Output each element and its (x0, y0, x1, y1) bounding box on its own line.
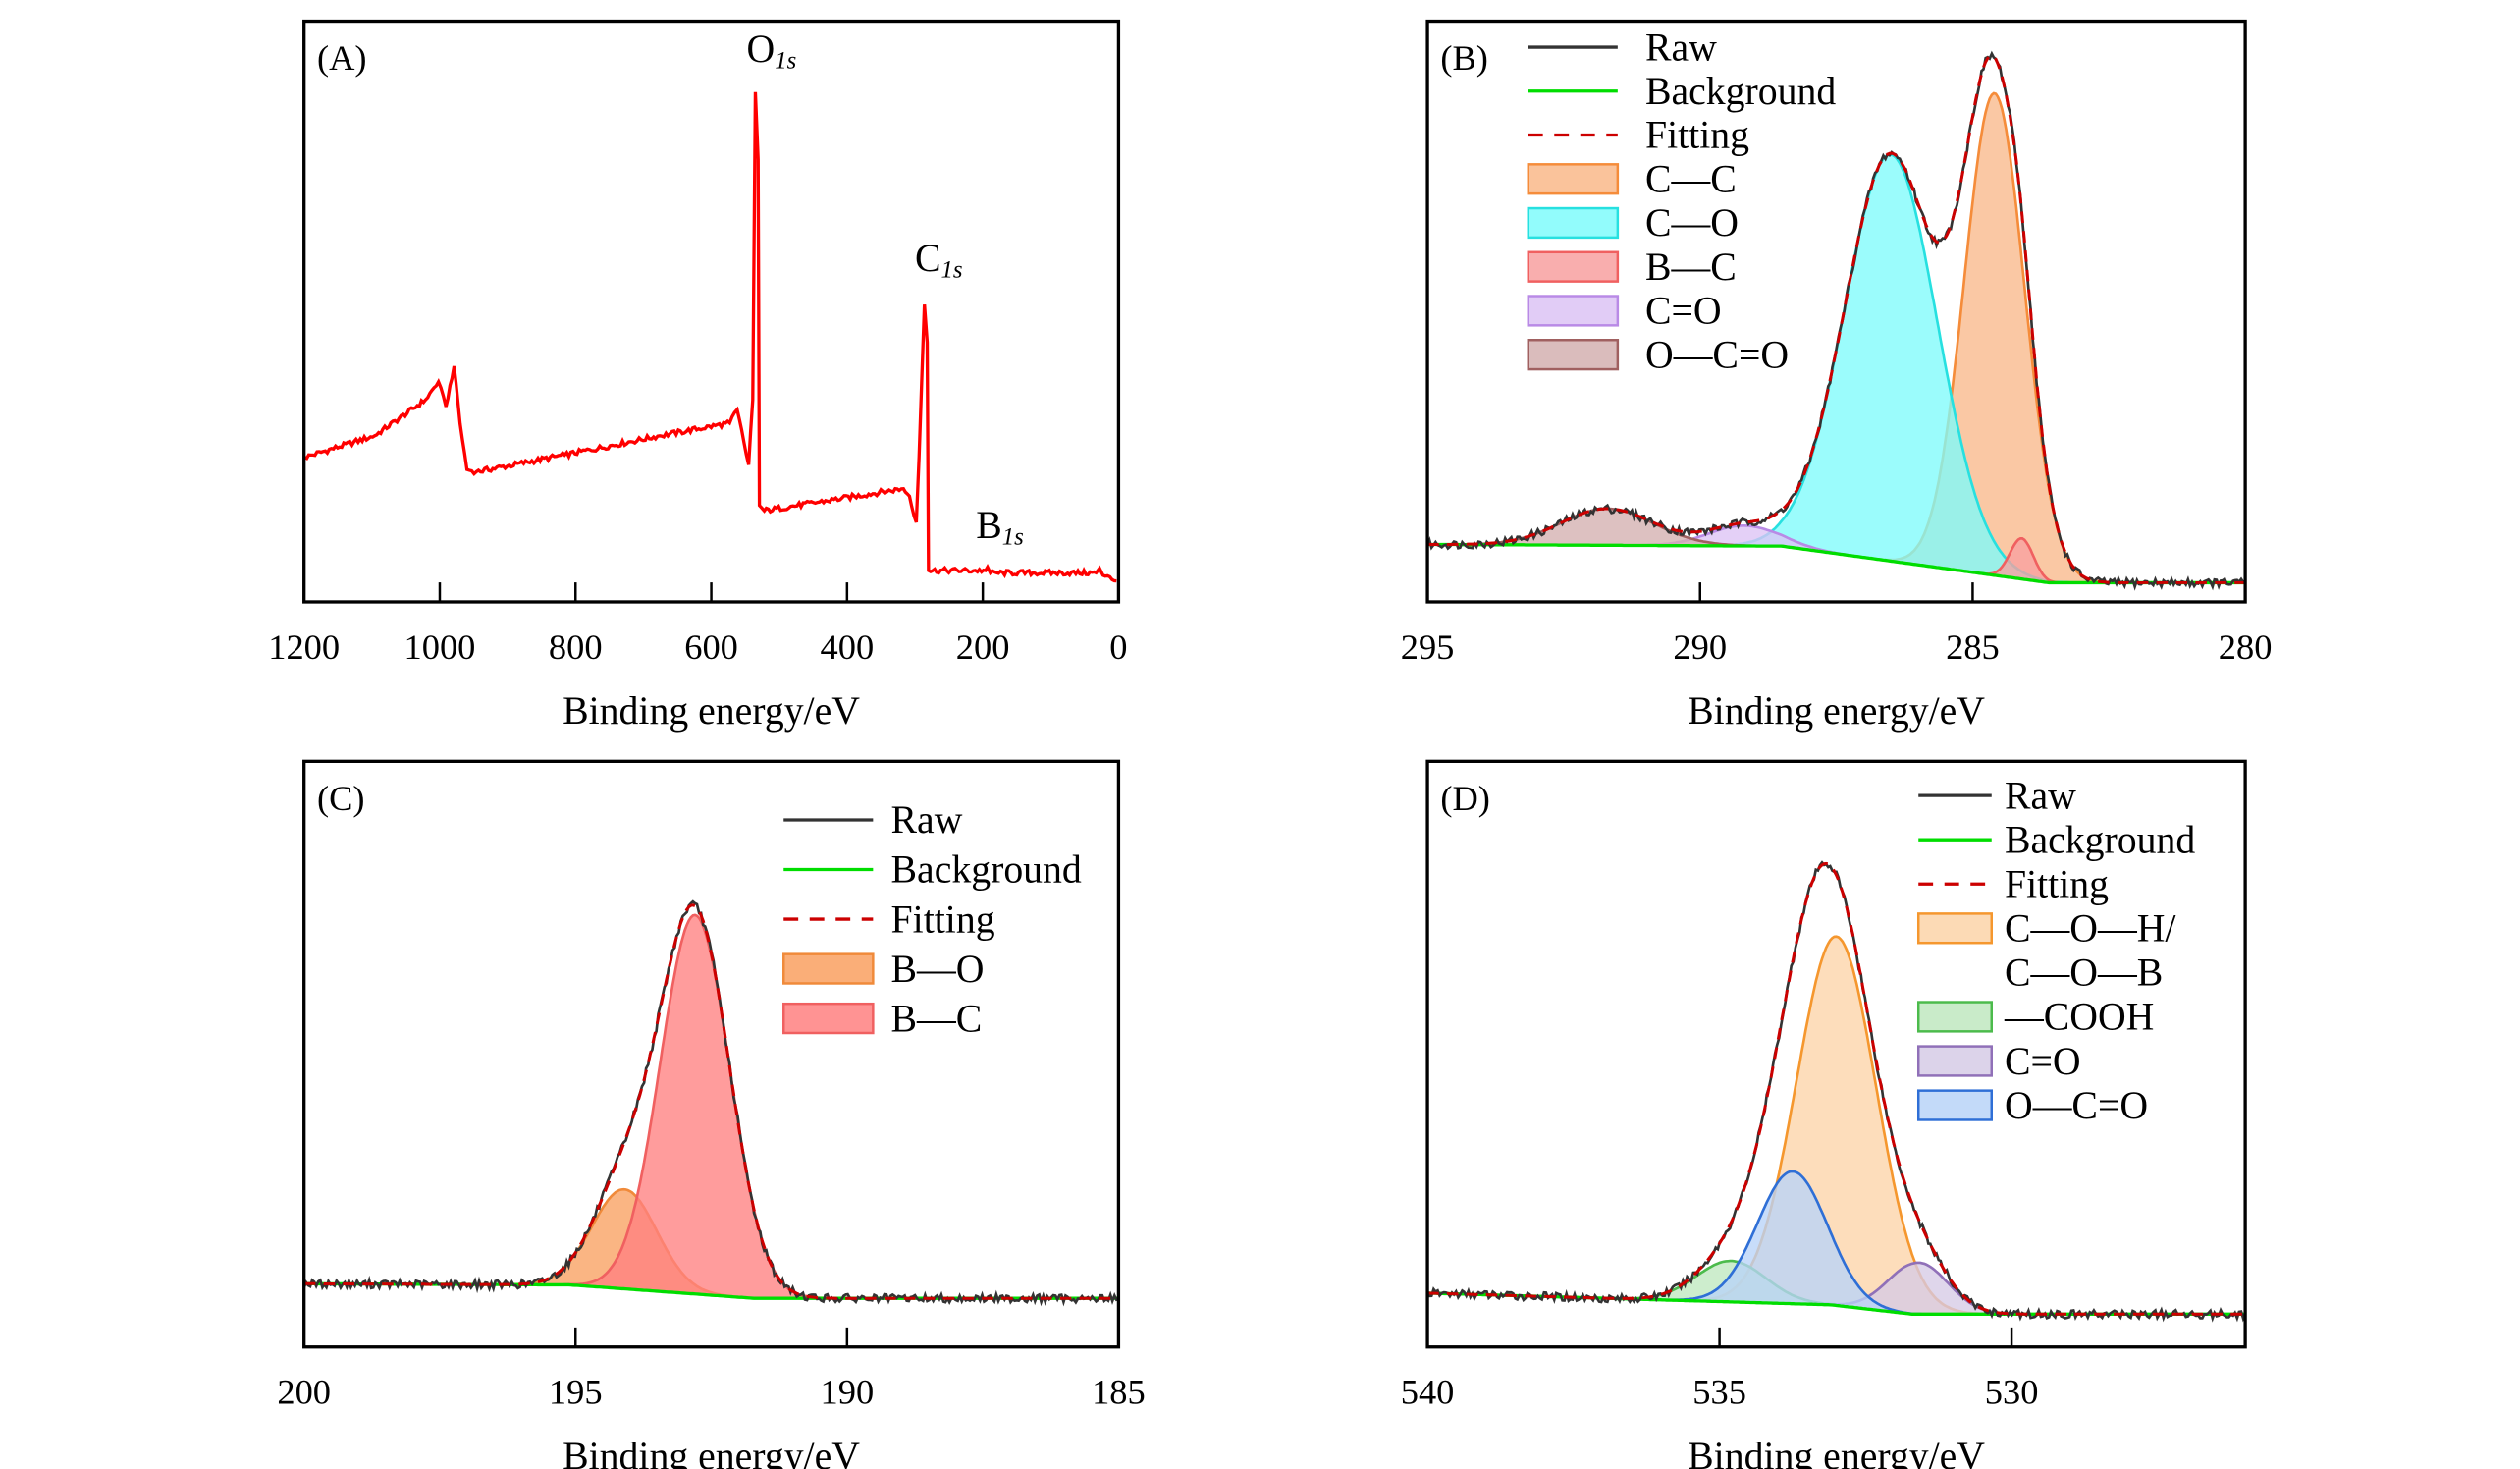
peak-label: O1s (747, 27, 797, 75)
x-axis-title: Binding energy/eV (1688, 689, 1985, 733)
peak-label-subscript: 1s (1002, 524, 1024, 551)
x-tick-label: 200 (277, 1373, 331, 1412)
legend-label-component: —COOH (2004, 996, 2154, 1039)
panel-label: (C) (317, 779, 365, 818)
component-area-4 (1427, 509, 2246, 583)
plot-area (1427, 860, 2246, 1323)
legend-swatch-component (1916, 1045, 1994, 1077)
x-axis-title: Binding energy/eV (1688, 1435, 1985, 1469)
plot-frame (302, 759, 1121, 1349)
x-tick-label: 200 (956, 627, 1010, 667)
plot-area (1427, 50, 2246, 591)
peak-label: C1s (915, 237, 963, 284)
legend-label-fitting: Fitting (1645, 114, 1749, 157)
legend-label-component: B—C (891, 997, 983, 1040)
x-tick-label: 295 (1401, 627, 1455, 667)
legend-swatch-component (1916, 1001, 1994, 1033)
legend-swatch-component (1527, 295, 1620, 327)
legend-label-background: Background (891, 848, 1082, 892)
x-tick-label: 400 (821, 627, 875, 667)
legend-label-component: O—C=O (1645, 333, 1789, 376)
legend-label-component: C—O (1645, 201, 1739, 245)
component-area-0 (1427, 936, 2246, 1315)
legend-label-component: C=O (1645, 290, 1722, 333)
peak-label-subscript: 1s (940, 256, 962, 283)
x-tick-label: 285 (1946, 627, 2000, 667)
legend-swatch-component (782, 952, 875, 985)
x-tick-label: 540 (1401, 1373, 1455, 1412)
plot-area (303, 91, 1117, 583)
x-tick-label: 1000 (404, 627, 476, 667)
fitting-line (1427, 861, 2246, 1316)
x-tick-label: 800 (549, 627, 603, 667)
legend-label-fitting: Fitting (2005, 862, 2109, 905)
panel-d: RawBackgroundFittingC—O—H/C—O—B—COOHC=OO… (1401, 759, 2247, 1469)
legend-label-component: C—O—B (2005, 952, 2163, 995)
x-tick-label: 290 (1673, 627, 1727, 667)
x-tick-label: 185 (1092, 1373, 1146, 1412)
legend-label-component: O—C=O (2005, 1084, 2148, 1127)
component-area-1 (1427, 154, 2246, 583)
legend-swatch-component (1916, 1089, 1994, 1121)
x-tick-label: 195 (549, 1373, 603, 1412)
legend-label-component: B—C (1645, 245, 1737, 289)
peak-label-element: O (747, 27, 776, 71)
legend-label-raw: Raw (2005, 774, 2076, 817)
plot-area (303, 899, 1119, 1307)
legend-swatch-component (782, 1002, 875, 1035)
fitting-line (1427, 53, 2246, 584)
peak-label-element: C (915, 237, 941, 280)
panel-label: (A) (317, 38, 367, 78)
legend-label-background: Background (2005, 818, 2195, 861)
plot-frame (1425, 759, 2247, 1349)
plot-frame (1425, 19, 2247, 604)
legend-swatch-component (1527, 339, 1620, 371)
x-tick-label: 0 (1109, 627, 1127, 667)
legend-swatch-component (1527, 206, 1620, 240)
fitting-line (303, 903, 1119, 1300)
component-area-1 (303, 914, 1119, 1299)
panel-c: Raw Background Fitting B—O B—C 200 195 190 185 Bi… (277, 759, 1146, 1469)
x-axis-title: Binding energy/eV (563, 689, 860, 733)
raw-spectrum-line (1427, 860, 2246, 1323)
x-tick-label: 1200 (268, 627, 340, 667)
x-tick-label: 280 (2219, 627, 2273, 667)
legend-label-component: C=O (2005, 1040, 2081, 1083)
legend-label-background: Background (1645, 70, 1836, 113)
legend-label-component: C—O—H/ (2005, 907, 2176, 951)
legend-label-component: B—O (891, 948, 985, 991)
peak-label-subscript: 1s (775, 48, 796, 75)
survey-spectrum-line (303, 91, 1117, 583)
peak-label: B1s (976, 504, 1024, 551)
legend-swatch-component (1527, 163, 1620, 195)
x-tick-label: 190 (821, 1373, 875, 1412)
legend-label-raw: Raw (1645, 26, 1717, 69)
panel-label: (B) (1440, 38, 1488, 78)
component-area-0 (1427, 92, 2246, 583)
legend-label-component: C—C (1645, 157, 1737, 200)
component-area-3 (1427, 1170, 2246, 1315)
x-axis-title: Binding energy/eV (563, 1435, 860, 1469)
legend-swatch-component (1916, 912, 1994, 945)
x-tick-label: 530 (1985, 1373, 2039, 1412)
panel-label: (D) (1440, 779, 1490, 818)
x-tick-label: 600 (684, 627, 738, 667)
legend-label-fitting: Fitting (891, 898, 995, 941)
legend-label-raw: Raw (891, 798, 963, 842)
legend-swatch-component (1527, 250, 1620, 283)
x-tick-label: 535 (1692, 1373, 1746, 1412)
peak-label-element: B (976, 504, 1002, 547)
